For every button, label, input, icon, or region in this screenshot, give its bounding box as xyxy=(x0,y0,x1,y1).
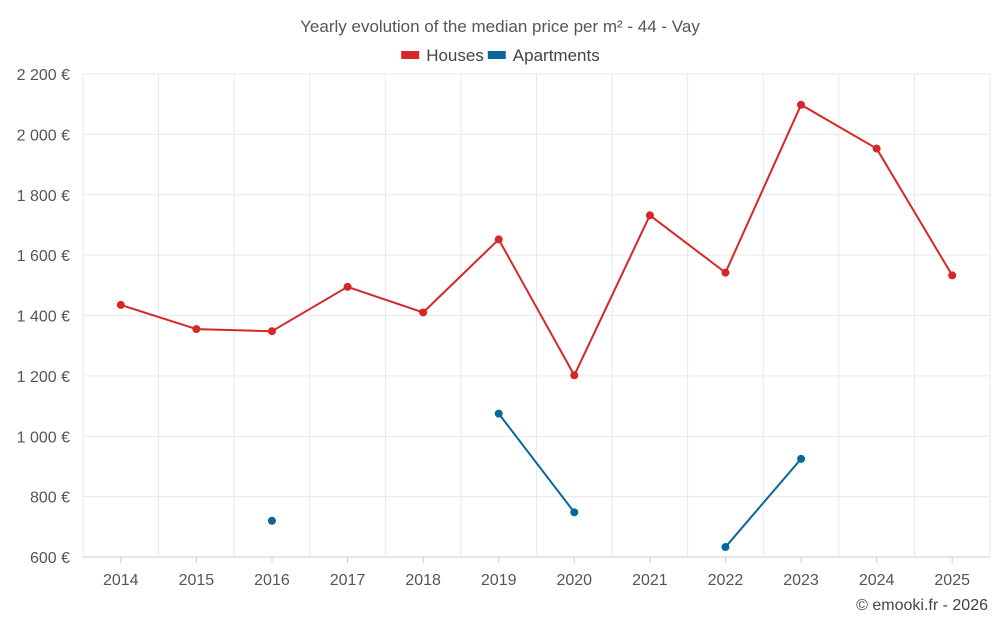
legend-item-houses[interactable]: Houses xyxy=(401,46,484,65)
chart-title: Yearly evolution of the median price per… xyxy=(300,17,700,36)
data-point-houses-2020[interactable] xyxy=(570,371,579,380)
data-point-houses-2025[interactable] xyxy=(948,271,957,280)
data-point-houses-2023[interactable] xyxy=(797,100,806,109)
series-group xyxy=(116,100,957,552)
x-tick-label: 2014 xyxy=(103,572,139,589)
x-tick-label: 2016 xyxy=(254,572,290,589)
legend-swatch xyxy=(487,51,506,59)
series-line-apartments xyxy=(724,458,802,548)
series-line-houses xyxy=(120,103,954,377)
x-tick-label: 2017 xyxy=(330,572,366,589)
x-tick-label: 2022 xyxy=(708,572,744,589)
data-point-apartments-2020[interactable] xyxy=(570,508,579,517)
x-axis: 2014 2015 2016 2017 2018 2019 2020 2021 2022 2023… xyxy=(103,557,970,589)
legend-label: Houses xyxy=(426,46,484,65)
data-point-houses-2021[interactable] xyxy=(645,211,654,220)
y-tick-label: 2 000 € xyxy=(17,127,70,144)
x-tick-label: 2021 xyxy=(632,572,668,589)
x-tick-label: 2015 xyxy=(179,572,215,589)
legend-swatch xyxy=(401,51,420,59)
y-axis: 600 € 800 € 1 000 € 1 200 € 1 400 € 1 600 € 1 … xyxy=(17,67,70,567)
data-point-houses-2022[interactable] xyxy=(721,268,730,277)
data-point-houses-2014[interactable] xyxy=(116,300,125,309)
x-tick-label: 2020 xyxy=(556,572,592,589)
x-tick-label: 2023 xyxy=(783,572,819,589)
x-tick-label: 2025 xyxy=(934,572,970,589)
x-tick-label: 2018 xyxy=(405,572,441,589)
y-tick-label: 1 800 € xyxy=(17,188,70,205)
y-tick-label: 1 400 € xyxy=(17,309,70,326)
legend-label: Apartments xyxy=(513,46,600,65)
series-apartments xyxy=(267,409,806,552)
y-tick-label: 600 € xyxy=(30,550,70,567)
series-houses xyxy=(116,100,957,380)
y-tick-label: 1 200 € xyxy=(17,369,70,386)
grid xyxy=(82,73,991,558)
data-point-houses-2024[interactable] xyxy=(872,144,881,153)
y-tick-label: 1 600 € xyxy=(17,248,70,265)
data-point-houses-2015[interactable] xyxy=(192,325,201,334)
y-tick-label: 1 000 € xyxy=(17,429,70,446)
credit-text: © emooki.fr - 2026 xyxy=(856,597,988,614)
series-line-apartments xyxy=(497,413,576,513)
data-point-apartments-2022[interactable] xyxy=(721,543,730,552)
data-point-apartments-2023[interactable] xyxy=(797,454,806,463)
x-tick-label: 2019 xyxy=(481,572,517,589)
data-point-houses-2016[interactable] xyxy=(267,327,276,336)
data-point-apartments-2016[interactable] xyxy=(267,516,276,525)
data-point-houses-2017[interactable] xyxy=(343,282,352,291)
legend[interactable]: Houses Apartments xyxy=(401,46,600,65)
x-tick-label: 2024 xyxy=(859,572,895,589)
y-tick-label: 2 200 € xyxy=(17,67,70,84)
data-point-houses-2019[interactable] xyxy=(494,235,503,244)
y-tick-label: 800 € xyxy=(30,490,70,507)
data-point-apartments-2019[interactable] xyxy=(494,409,503,418)
legend-item-apartments[interactable]: Apartments xyxy=(487,46,600,65)
data-point-houses-2018[interactable] xyxy=(419,308,428,317)
